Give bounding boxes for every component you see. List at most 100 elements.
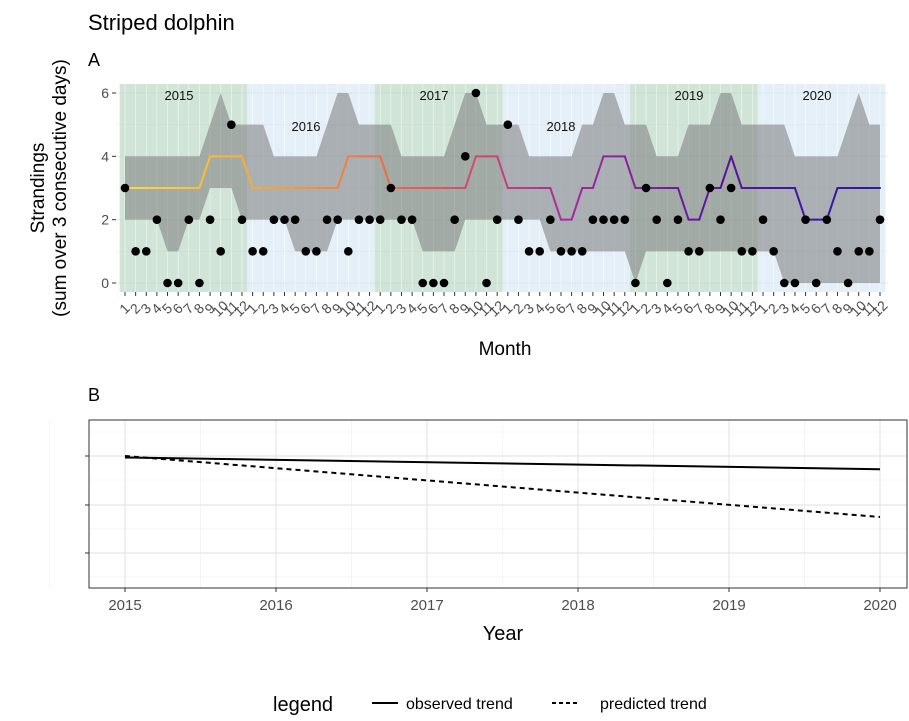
- observed-point: [185, 215, 194, 224]
- observed-point: [876, 215, 885, 224]
- observed-point: [844, 279, 853, 288]
- observed-point: [567, 247, 576, 256]
- year-label: 2017: [420, 88, 449, 103]
- observed-point: [620, 215, 629, 224]
- x-tick-label: 2019: [712, 597, 745, 614]
- observed-point: [270, 215, 279, 224]
- observed-point: [514, 215, 523, 224]
- observed-point: [248, 247, 257, 256]
- observed-point: [227, 120, 236, 129]
- observed-point: [259, 247, 268, 256]
- observed-point: [642, 184, 651, 193]
- observed-point: [131, 247, 140, 256]
- observed-point: [397, 215, 406, 224]
- observed-point: [865, 247, 874, 256]
- observed-point: [833, 247, 842, 256]
- observed-point: [312, 247, 321, 256]
- observed-point: [663, 279, 672, 288]
- observed-point: [854, 247, 863, 256]
- observed-point: [472, 89, 481, 98]
- panel-b-label: B: [88, 385, 100, 405]
- x-tick-label: 2016: [259, 597, 292, 614]
- observed-point: [206, 215, 215, 224]
- observed-point: [482, 279, 491, 288]
- x-tick-label: 2017: [410, 597, 443, 614]
- observed-point: [301, 247, 310, 256]
- year-label: 2015: [165, 88, 194, 103]
- observed-point: [153, 215, 162, 224]
- observed-point: [323, 215, 332, 224]
- year-label: 2018: [547, 119, 576, 134]
- legend-predicted-label: predicted trend: [600, 696, 707, 713]
- observed-point: [376, 215, 385, 224]
- observed-point: [418, 279, 427, 288]
- panel-b-background: [89, 420, 907, 588]
- observed-point: [440, 279, 449, 288]
- observed-point: [652, 215, 661, 224]
- observed-point: [174, 279, 183, 288]
- observed-point: [674, 215, 683, 224]
- y-tick-label: 4: [101, 148, 109, 164]
- legend: legend observed trend predicted trend: [273, 694, 707, 716]
- observed-point: [759, 215, 768, 224]
- observed-point: [557, 247, 566, 256]
- legend-observed-label: observed trend: [406, 696, 513, 713]
- observed-point: [535, 247, 544, 256]
- observed-point: [727, 184, 736, 193]
- y-tick-label: 0: [101, 275, 109, 291]
- year-label: 2016: [292, 119, 321, 134]
- x-tick-label: 2018: [561, 597, 594, 614]
- observed-point: [748, 247, 757, 256]
- observed-point: [195, 279, 204, 288]
- observed-point: [599, 215, 608, 224]
- legend-title: legend: [273, 694, 333, 716]
- observed-point: [344, 247, 353, 256]
- observed-point: [365, 215, 374, 224]
- observed-point: [333, 215, 342, 224]
- year-label: 2019: [675, 88, 704, 103]
- x-tick-label: 2015: [108, 597, 141, 614]
- observed-point: [791, 279, 800, 288]
- observed-point: [142, 247, 151, 256]
- observed-point: [737, 247, 746, 256]
- observed-point: [589, 215, 598, 224]
- observed-point: [238, 215, 247, 224]
- observed-point: [450, 215, 459, 224]
- observed-point: [706, 184, 715, 193]
- observed-point: [578, 247, 587, 256]
- observed-point: [684, 247, 693, 256]
- observed-point: [695, 247, 704, 256]
- x-axis-title: Year: [483, 623, 524, 645]
- chart-title: Striped dolphin: [88, 10, 235, 35]
- observed-point: [812, 279, 821, 288]
- observed-point: [610, 215, 619, 224]
- observed-point: [408, 215, 417, 224]
- observed-point: [823, 215, 832, 224]
- observed-point: [355, 215, 364, 224]
- observed-point: [780, 279, 789, 288]
- observed-point: [801, 215, 810, 224]
- x-axis-title: Month: [479, 339, 532, 360]
- y-axis-title: Strandings(sum over 3 consecutive days): [28, 59, 71, 317]
- observed-point: [387, 184, 396, 193]
- observed-point: [461, 152, 470, 161]
- observed-point: [280, 215, 289, 224]
- observed-point: [216, 247, 225, 256]
- observed-point: [121, 184, 130, 193]
- observed-point: [716, 215, 725, 224]
- observed-point: [429, 279, 438, 288]
- y-tick-label: 6: [101, 85, 109, 101]
- observed-point: [769, 247, 778, 256]
- observed-point: [546, 215, 555, 224]
- observed-point: [163, 279, 172, 288]
- observed-point: [525, 247, 534, 256]
- x-tick-label: 2020: [863, 597, 896, 614]
- observed-point: [504, 120, 513, 129]
- observed-point: [291, 215, 300, 224]
- panel-a-label: A: [88, 50, 100, 70]
- observed-point: [493, 215, 502, 224]
- panel-b: 2015 2016 2017 2018 2019 2020 Year: [50, 420, 909, 645]
